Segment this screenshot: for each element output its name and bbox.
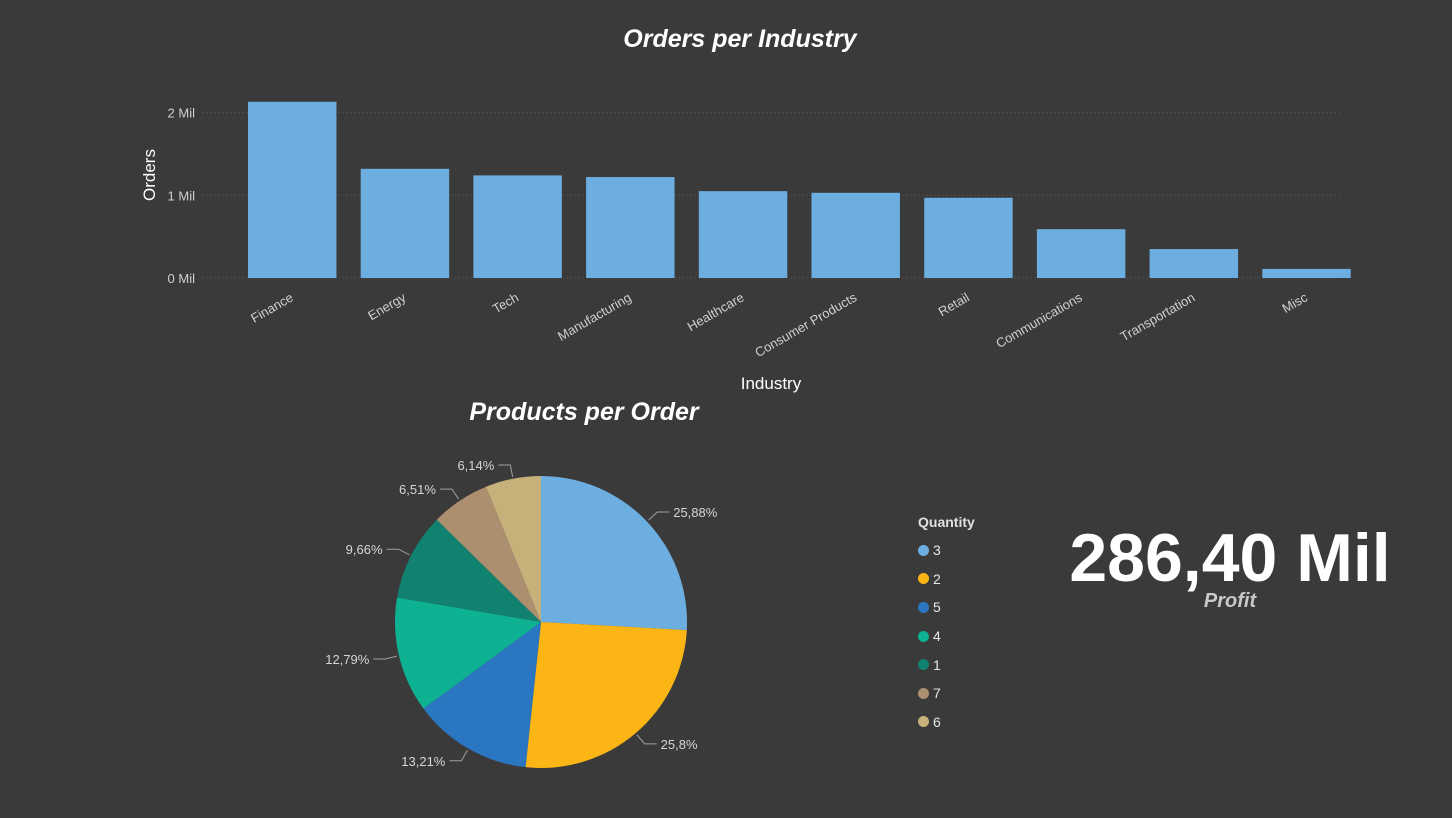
- pie-slice[interactable]: [397, 519, 541, 622]
- legend-swatch: [918, 601, 929, 613]
- pie-slice[interactable]: [395, 597, 541, 709]
- slice-leader-line: [449, 750, 468, 762]
- slice-leader-line: [648, 511, 670, 521]
- slice-leader-line: [386, 548, 410, 556]
- bar[interactable]: [1036, 229, 1126, 278]
- bar[interactable]: [473, 175, 562, 278]
- legend-title: Quantity: [918, 514, 975, 530]
- y-axis-title: Orders: [140, 149, 159, 201]
- legend-item[interactable]: 4: [918, 622, 975, 651]
- slice-data-label: 6,14%: [457, 458, 494, 473]
- legend-swatch: [918, 630, 929, 642]
- pie-slice[interactable]: [423, 622, 541, 768]
- bar[interactable]: [1149, 249, 1239, 278]
- legend-item[interactable]: 7: [918, 679, 975, 708]
- legend-swatch: [918, 687, 929, 699]
- slice-data-label: 25,8%: [661, 737, 698, 752]
- slice-data-label: 25,88%: [673, 505, 718, 520]
- profit-card: 286,40 Mil Profit: [1040, 520, 1420, 613]
- legend-label: 1: [933, 656, 941, 673]
- y-tick-label: 2 Mil: [168, 106, 196, 121]
- x-tick-label: Communications: [993, 289, 1085, 351]
- bar[interactable]: [811, 192, 900, 278]
- products-pie-chart: 25,88% 25,8% 13,21% 12,79% 9,66% 6,51% 6,14%: [325, 458, 718, 769]
- legend-label: 2: [933, 570, 941, 587]
- bar[interactable]: [248, 101, 337, 278]
- x-tick-label: Retail: [936, 290, 972, 320]
- bar[interactable]: [924, 197, 1013, 278]
- legend-label: 3: [933, 542, 941, 559]
- x-tick-label: Misc: [1279, 289, 1310, 316]
- legend-swatch: [918, 716, 929, 728]
- slice-data-label: 13,21%: [401, 754, 446, 769]
- slice-leader-line: [498, 464, 514, 477]
- profit-label: Profit: [1203, 590, 1257, 612]
- legend-label: 6: [933, 713, 941, 730]
- bar-chart-title: Orders per Industry: [623, 25, 857, 53]
- x-tick-label: Transportation: [1118, 290, 1198, 345]
- legend-item[interactable]: 6: [918, 708, 975, 737]
- y-tick-label: 0 Mil: [168, 271, 196, 286]
- pie-slice[interactable]: [486, 476, 541, 622]
- y-tick-label: 1 Mil: [168, 188, 196, 203]
- bar[interactable]: [360, 168, 450, 278]
- legend-label: 5: [933, 599, 941, 616]
- legend-label: 7: [933, 685, 941, 702]
- bar[interactable]: [1262, 268, 1351, 278]
- slice-data-label: 12,79%: [325, 652, 370, 667]
- pie-slice[interactable]: [541, 476, 688, 631]
- pie-legend: Quantity 3 2 5 4 1 7 6: [918, 514, 975, 736]
- slice-data-label: 9,66%: [346, 542, 383, 557]
- slice-data-label: 6,51%: [399, 482, 436, 497]
- slice-leader-line: [636, 734, 657, 745]
- legend-item[interactable]: 5: [918, 593, 975, 622]
- pie-chart-title: Products per Order: [469, 398, 699, 426]
- profit-value: 286,40 Mil: [1069, 520, 1391, 596]
- legend-swatch: [918, 659, 929, 671]
- legend-swatch: [918, 544, 929, 556]
- slice-leader-line: [373, 655, 398, 660]
- legend-swatch: [918, 573, 929, 585]
- legend-item[interactable]: 1: [918, 650, 975, 679]
- pie-slice[interactable]: [436, 486, 541, 622]
- legend-item[interactable]: 3: [918, 536, 975, 565]
- slice-leader-line: [439, 488, 460, 500]
- x-axis-title: Industry: [741, 374, 802, 393]
- legend-item[interactable]: 2: [918, 565, 975, 594]
- legend-label: 4: [933, 628, 941, 645]
- pie-slice[interactable]: [525, 622, 687, 768]
- bar[interactable]: [586, 177, 675, 278]
- bar[interactable]: [698, 191, 788, 278]
